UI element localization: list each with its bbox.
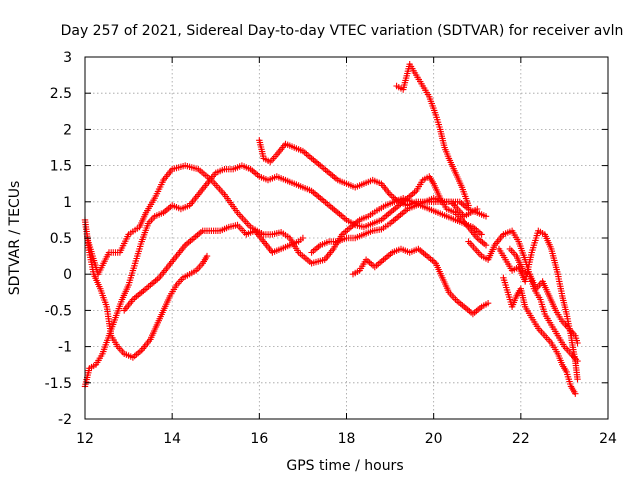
x-tick-label: 22 [512, 431, 530, 447]
data-point [574, 376, 581, 383]
x-tick-label: 16 [250, 431, 268, 447]
x-tick-label: 14 [163, 431, 181, 447]
data-point [465, 202, 472, 209]
x-tick-label: 20 [425, 431, 443, 447]
y-tick-label: 2.5 [50, 86, 72, 102]
series-track-2 [81, 162, 490, 390]
series-track-11 [500, 274, 579, 397]
x-axis-title: GPS time / hours [286, 458, 403, 474]
series-track-8 [393, 61, 472, 209]
y-tick-label: 3 [63, 50, 72, 66]
series-track-6 [308, 195, 481, 256]
y-tick-label: 0.5 [50, 231, 72, 247]
series-track-4 [121, 221, 307, 314]
data-point [572, 390, 579, 397]
x-tick-label: 18 [338, 431, 356, 447]
data-point [474, 205, 481, 213]
data-layer [81, 61, 581, 397]
x-tick-label: 12 [76, 431, 94, 447]
series-track-3 [81, 216, 211, 361]
chart-title: Day 257 of 2021, Sidereal Day-to-day VTE… [61, 23, 624, 39]
data-point [482, 242, 490, 249]
data-point [478, 231, 485, 238]
y-tick-label: 1 [63, 195, 72, 211]
y-tick-label: -0.5 [45, 303, 72, 319]
series-track-10 [495, 227, 581, 383]
axis-ticks: 12 14 16 18 20 22 24 -2 -1.5 -1 -0.5 0 0.5 1 1.5 2 2.5 3 [45, 50, 617, 447]
y-axis-title: SDTVAR / TECUs [7, 181, 23, 296]
y-tick-label: -1.5 [45, 376, 72, 392]
data-point [299, 234, 307, 242]
y-tick-label: -1 [58, 340, 72, 356]
y-tick-label: 0 [63, 267, 72, 283]
data-point [484, 300, 492, 307]
data-point [482, 213, 490, 220]
y-tick-label: -2 [58, 412, 72, 428]
data-point [203, 252, 211, 260]
y-tick-label: 1.5 [50, 159, 72, 175]
x-tick-label: 24 [599, 431, 617, 447]
series-track-12 [506, 245, 581, 347]
y-tick-label: 2 [63, 122, 72, 138]
data-point [574, 339, 581, 347]
series-track-7 [349, 245, 492, 318]
